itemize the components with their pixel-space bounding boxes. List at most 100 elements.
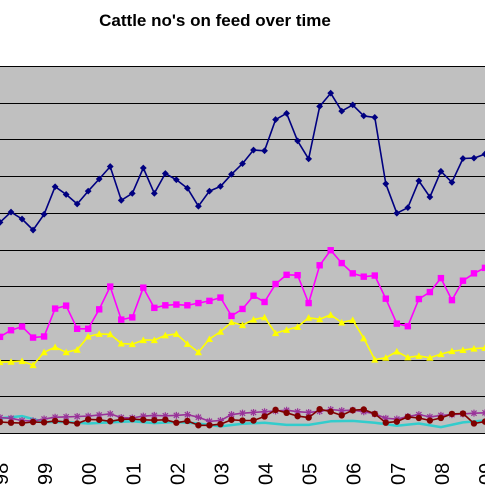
data-point [415,177,423,185]
data-point [62,302,70,309]
data-point [7,414,15,422]
data-point [216,417,224,425]
data-point [250,146,257,154]
data-point [294,271,301,279]
data-point [184,302,191,309]
data-point [128,340,136,348]
data-point [283,109,290,117]
data-point [195,422,202,429]
data-point [349,270,356,277]
x-axis-ticks: 98 99 00 01 02 03 04 05 06 07 08 09 [0,463,485,485]
data-point [217,182,224,190]
data-point [62,418,70,426]
data-point [40,333,48,340]
x-tick-label: 00 [79,463,101,485]
data-point [349,407,356,414]
data-point [305,299,312,307]
data-point [371,410,378,418]
data-point [73,346,81,353]
data-point [261,413,268,420]
data-point [95,175,103,183]
data-point [84,325,92,332]
data-point [239,417,246,424]
data-point [282,326,291,333]
data-point [106,163,114,170]
data-point [62,348,70,356]
data-point [84,187,92,195]
x-tick-label: 98 [0,463,13,485]
data-point [62,191,70,198]
data-point [426,193,434,201]
data-point [415,414,423,422]
data-point [382,414,390,422]
data-point [162,302,169,309]
data-point [294,412,301,420]
data-point [393,320,401,327]
data-point [327,408,334,415]
data-point [183,184,191,192]
data-point [238,321,247,329]
data-point [29,226,37,234]
data-point [338,318,346,326]
data-point [349,316,357,323]
data-point [151,416,158,424]
data-point [261,147,268,155]
data-point [205,417,213,425]
data-point [393,209,401,217]
data-point [316,405,323,413]
data-point [183,411,191,419]
data-point [206,297,213,305]
data-point [84,412,92,420]
data-point [150,336,158,344]
data-point [459,346,467,354]
data-point [40,419,48,426]
data-point [305,155,313,163]
data-point [73,412,81,420]
data-point [338,107,346,115]
data-point [382,180,390,188]
data-point [183,340,191,347]
data-point [327,247,334,254]
data-point [404,323,412,330]
data-point [18,215,26,223]
data-point [382,295,389,302]
data-point [271,329,280,337]
data-point [195,202,202,210]
data-point [393,418,401,425]
data-point [437,350,445,358]
data-point [29,418,37,426]
data-point [349,101,357,109]
data-point [481,418,485,425]
data-point [470,154,478,162]
data-point [404,204,412,212]
data-point [250,417,257,424]
data-point [162,416,169,423]
data-point [73,325,81,332]
data-point [294,408,302,416]
data-point [305,314,313,321]
data-point [249,315,258,323]
data-point [40,348,48,356]
data-point [360,406,367,413]
data-point [426,417,434,424]
data-point [205,335,214,343]
data-point [316,262,323,269]
data-point [261,408,269,416]
data-point [404,353,412,361]
data-point [470,344,478,352]
data-point [151,304,158,312]
series-6 [0,414,485,429]
data-point [360,273,367,280]
data-point [250,292,257,299]
data-point [128,189,136,197]
data-point [294,323,302,330]
data-point [18,357,26,365]
data-point [415,352,423,359]
data-point [106,410,114,418]
data-point [51,183,59,191]
data-point [437,414,445,422]
data-point [150,189,158,197]
data-point [107,283,114,290]
data-point [426,354,434,361]
